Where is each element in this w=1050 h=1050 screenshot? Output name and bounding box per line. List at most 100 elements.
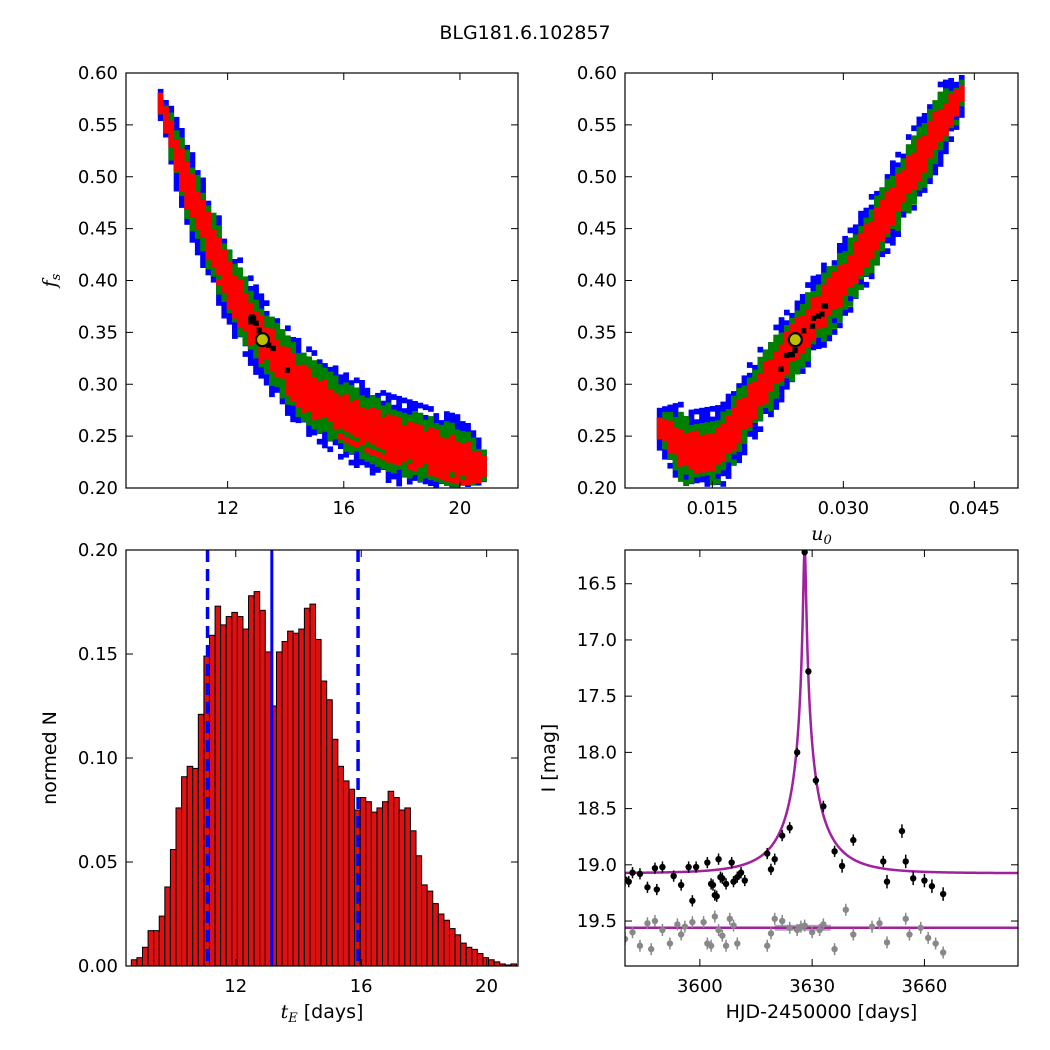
sigma1-cell	[353, 441, 360, 448]
sigma1-cell	[316, 402, 323, 409]
sigma3-cell	[879, 251, 886, 258]
sigma2-cell	[943, 136, 949, 142]
sigma2-cell	[247, 290, 254, 297]
sigma2-cell	[678, 464, 684, 471]
sigma1-cell	[205, 228, 212, 234]
x-tick-label: 0.015	[687, 498, 739, 519]
sigma1-cell	[375, 436, 381, 442]
sigma1-cell	[731, 407, 737, 414]
sigma1-cell	[741, 423, 748, 430]
sigma1-cell	[385, 435, 392, 442]
sigma1-cell	[433, 440, 440, 447]
sigma3-cell	[858, 279, 864, 286]
sigma1-cell	[773, 351, 780, 358]
sigma2-cell	[332, 428, 339, 435]
y-tick-label: 0.20	[78, 478, 118, 499]
sigma2-cell	[226, 307, 233, 314]
sigma1-cell	[937, 124, 944, 131]
sigma1-cell	[720, 423, 727, 430]
sigma1-cell	[306, 400, 312, 406]
sigma1-cell	[927, 120, 933, 127]
sigma1-cell	[369, 412, 376, 418]
sigma3-cell	[831, 318, 838, 325]
sigma1-cell	[948, 99, 954, 106]
sigma2-cell	[375, 455, 381, 462]
data-point	[730, 878, 737, 885]
sigma2-cell	[842, 256, 848, 263]
sigma1-cell	[762, 366, 769, 373]
sigma1-cell	[322, 395, 328, 402]
sigma1-cell	[232, 286, 238, 292]
sigma3-cell	[449, 412, 455, 419]
sigma1-cell	[746, 384, 753, 390]
sigma1-cell	[459, 480, 466, 486]
sigma1-cell	[438, 447, 445, 454]
sigma1-cell	[168, 141, 175, 148]
sigma2-cell	[279, 339, 286, 346]
sigma1-cell	[847, 265, 854, 272]
sigma1-cell	[794, 327, 801, 334]
sigma1-cell	[916, 143, 923, 150]
sigma1-cell	[226, 277, 233, 283]
sigma1-cell	[475, 456, 482, 462]
sigma1-cell	[438, 452, 445, 459]
sigma1-cell	[247, 302, 254, 309]
baseline-point	[771, 915, 778, 922]
sigma1-cell	[688, 442, 695, 448]
sigma1-cell	[852, 257, 859, 263]
sigma3-cell	[895, 231, 901, 237]
sigma1-cell	[852, 262, 859, 268]
y-tick-label: 0.25	[78, 426, 118, 447]
sigma2-cell	[683, 479, 689, 486]
baseline-point	[719, 932, 726, 939]
sigma1-cell	[725, 415, 732, 422]
sigma1-cell	[937, 130, 944, 136]
sigma1-cell	[232, 307, 238, 314]
sigma1-cell	[279, 362, 286, 368]
sigma2-cell	[364, 450, 371, 457]
sigma2-cell	[916, 184, 923, 191]
x-axis-label: tE [days]	[281, 1001, 364, 1026]
sigma3-cell	[725, 467, 732, 474]
sigma1-cell	[481, 460, 487, 467]
sigma1-cell	[842, 263, 848, 269]
histogram-bar	[142, 946, 149, 967]
sigma3-cell	[327, 446, 334, 453]
sigma1-cell	[884, 227, 891, 234]
sigma1-cell	[210, 256, 217, 263]
sigma1-cell	[285, 363, 291, 369]
sigma2-cell	[332, 433, 339, 440]
sigma1-cell	[422, 458, 429, 464]
baseline-point	[868, 923, 876, 930]
sigma3-cell	[396, 480, 402, 487]
sigma2-cell	[672, 464, 679, 471]
sigma1-cell	[359, 407, 365, 413]
sigma1-cell	[242, 309, 249, 316]
sigma1-cell	[274, 345, 281, 352]
sigma1-cell	[353, 399, 360, 406]
sigma2-cell	[831, 312, 838, 319]
baseline-point	[726, 915, 733, 922]
baseline-point	[883, 939, 891, 946]
baseline-point	[648, 945, 655, 953]
sigma2-cell	[937, 144, 944, 151]
sigma1-cell	[179, 153, 185, 160]
sigma2-cell	[911, 140, 917, 147]
sigma1-cell	[210, 261, 217, 268]
sigma3-cell	[454, 419, 461, 426]
sigma1-cell	[391, 448, 397, 454]
histogram-bar	[415, 855, 423, 967]
sigma1-cell	[693, 446, 700, 453]
sigma1-cell	[905, 161, 912, 168]
y-tick-label: 0.10	[78, 748, 118, 769]
sigma1-cell	[794, 317, 801, 323]
sigma1-cell	[905, 166, 912, 173]
sigma1-cell	[693, 462, 700, 469]
sigma3-cell	[348, 380, 355, 386]
histogram-bar	[315, 638, 322, 967]
sigma1-cell	[348, 407, 355, 414]
sigma1-cell	[868, 221, 875, 227]
sigma3-cell	[253, 363, 259, 370]
sigma1-cell	[364, 420, 371, 427]
sigma2-cell	[916, 126, 923, 133]
